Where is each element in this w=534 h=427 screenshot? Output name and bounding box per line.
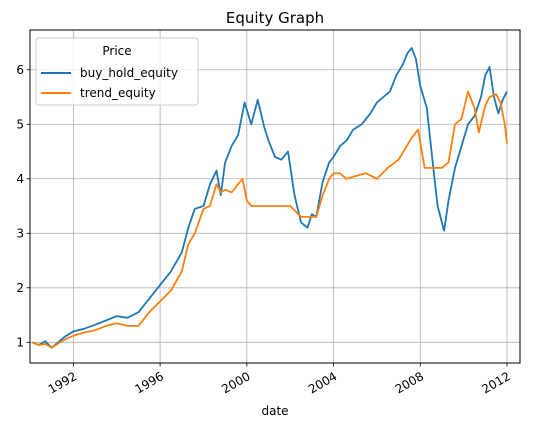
y-tick-label: 2 — [16, 281, 24, 295]
x-axis-label: date — [261, 404, 288, 418]
legend: Price buy_hold_equity trend_equity — [36, 38, 198, 105]
y-tick-label: 5 — [16, 117, 24, 131]
legend-label-buy-hold: buy_hold_equity — [80, 66, 178, 80]
legend-label-trend: trend_equity — [80, 86, 156, 100]
chart-title: Equity Graph — [226, 9, 324, 27]
y-tick-label: 6 — [16, 63, 24, 77]
y-tick-label: 3 — [16, 226, 24, 240]
legend-title: Price — [102, 44, 131, 58]
y-tick-label: 4 — [16, 172, 24, 186]
y-tick-label: 1 — [16, 335, 24, 349]
